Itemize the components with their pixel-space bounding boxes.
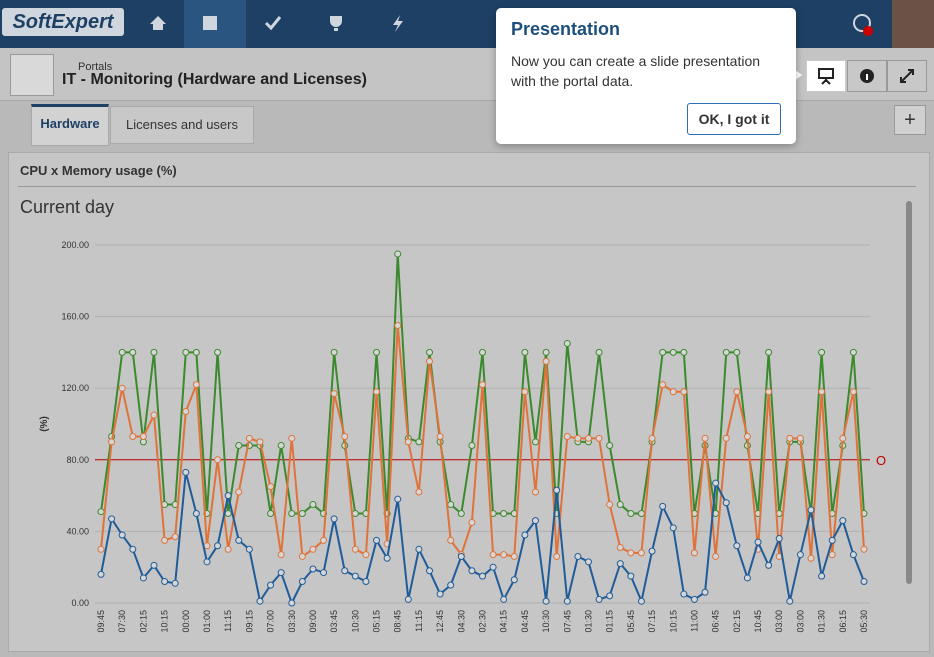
breadcrumb[interactable]: Portals — [78, 61, 113, 73]
fullscreen-icon — [900, 69, 914, 83]
ok-button[interactable]: OK, I got it — [687, 103, 781, 135]
tab[interactable]: Hardware — [31, 104, 109, 146]
dash-icon[interactable] — [203, 16, 217, 30]
info-icon — [860, 69, 874, 83]
page-title: IT - Monitoring (Hardware and Licenses) — [62, 71, 367, 88]
portal-icon — [10, 54, 54, 96]
nav-icons — [150, 0, 934, 48]
popup-text: Now you can create a slide presentation … — [511, 53, 761, 89]
scrollbar[interactable] — [906, 201, 912, 584]
avatar[interactable] — [892, 0, 934, 48]
card — [8, 152, 930, 652]
bolt-icon[interactable] — [393, 15, 403, 32]
popup-title: Presentation — [511, 19, 621, 39]
notif-badge — [863, 26, 873, 36]
tab[interactable]: Licenses and users — [110, 106, 254, 144]
card-title: CPU x Memory usage (%) — [20, 163, 177, 178]
info-button[interactable] — [847, 60, 887, 92]
home-icon[interactable] — [150, 16, 166, 30]
presentation-icon — [818, 68, 834, 85]
trophy-icon[interactable] — [330, 16, 342, 31]
presentation-button[interactable] — [806, 60, 846, 92]
separator — [18, 186, 916, 187]
logo[interactable]: SoftExpert — [2, 8, 124, 36]
check-icon[interactable] — [264, 16, 282, 31]
add-button[interactable]: + — [894, 105, 926, 135]
notif-icon[interactable] — [853, 14, 871, 32]
fullscreen-button[interactable] — [887, 60, 927, 92]
popup: Presentation Now you can create a slide … — [496, 8, 796, 144]
